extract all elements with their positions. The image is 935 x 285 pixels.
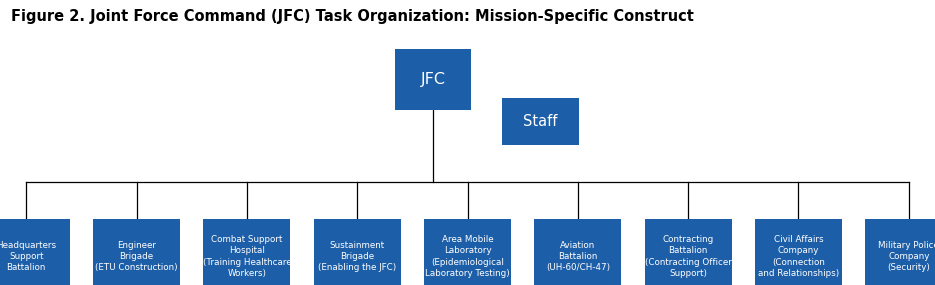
FancyBboxPatch shape <box>535 219 621 285</box>
FancyBboxPatch shape <box>0 219 69 285</box>
Text: JFC: JFC <box>421 72 445 87</box>
Text: Contracting
Battalion
(Contracting Officer
Support): Contracting Battalion (Contracting Offic… <box>645 235 731 278</box>
FancyBboxPatch shape <box>204 219 290 285</box>
Text: Area Mobile
Laboratory
(Epidemiological
Laboratory Testing): Area Mobile Laboratory (Epidemiological … <box>425 235 510 278</box>
Text: Headquarters
Support
Battalion: Headquarters Support Battalion <box>0 241 56 272</box>
FancyBboxPatch shape <box>866 219 935 285</box>
FancyBboxPatch shape <box>755 219 842 285</box>
Text: Sustainment
Brigade
(Enabling the JFC): Sustainment Brigade (Enabling the JFC) <box>318 241 396 272</box>
FancyBboxPatch shape <box>395 49 471 111</box>
Text: Civil Affairs
Company
(Connection
and Relationships): Civil Affairs Company (Connection and Re… <box>758 235 839 278</box>
Text: Figure 2. Joint Force Command (JFC) Task Organization: Mission-Specific Construc: Figure 2. Joint Force Command (JFC) Task… <box>11 9 694 24</box>
FancyBboxPatch shape <box>424 219 511 285</box>
Text: Military Police
Company
(Security): Military Police Company (Security) <box>878 241 935 272</box>
Text: Engineer
Brigade
(ETU Construction): Engineer Brigade (ETU Construction) <box>95 241 178 272</box>
FancyBboxPatch shape <box>502 97 579 145</box>
FancyBboxPatch shape <box>94 219 180 285</box>
Text: Combat Support
Hospital
(Training Healthcare
Workers): Combat Support Hospital (Training Health… <box>203 235 291 278</box>
FancyBboxPatch shape <box>314 219 400 285</box>
Text: Staff: Staff <box>524 114 557 129</box>
FancyBboxPatch shape <box>645 219 731 285</box>
Text: Aviation
Battalion
(UH-60/CH-47): Aviation Battalion (UH-60/CH-47) <box>546 241 610 272</box>
